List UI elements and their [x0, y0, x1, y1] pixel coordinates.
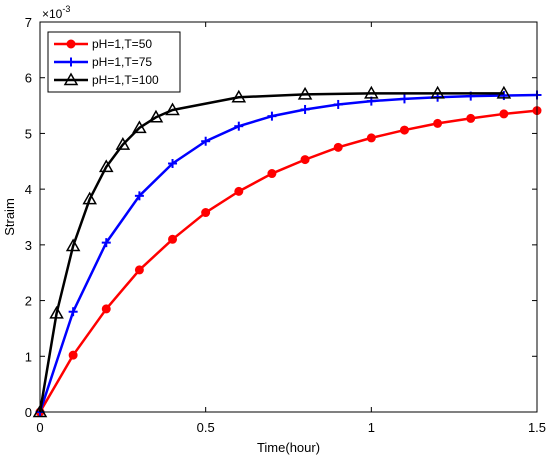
x-axis-label: Time(hour)	[257, 440, 320, 455]
y-tick-label: 2	[25, 294, 32, 309]
series-line	[38, 92, 504, 413]
data-point	[148, 109, 164, 123]
data-point	[201, 208, 211, 218]
series-line	[38, 109, 538, 413]
axes-frame	[39, 21, 538, 413]
y-multiplier-exponent: -3	[62, 4, 70, 14]
data-point	[168, 159, 178, 169]
plot-area	[32, 85, 542, 418]
y-tick-label: 6	[25, 71, 32, 86]
y-axis-label: Straim	[2, 198, 17, 236]
data-point	[101, 304, 111, 314]
legend-swatch-marker	[66, 57, 76, 67]
data-point	[165, 102, 180, 116]
x-tick-label: 1.5	[528, 420, 546, 435]
data-point	[300, 155, 310, 165]
series-line	[38, 93, 538, 413]
data-point	[134, 191, 144, 201]
data-point	[496, 85, 512, 99]
data-point	[68, 307, 78, 317]
y-tick-label: 0	[25, 405, 32, 420]
data-point	[134, 265, 144, 275]
data-point	[267, 169, 277, 179]
x-tick-label: 0	[36, 420, 43, 435]
data-point	[98, 159, 114, 173]
y-tick-label: 3	[25, 238, 32, 253]
series-3	[32, 85, 512, 418]
legend-entry-label: pH=1,T=75	[92, 55, 152, 69]
data-point	[82, 191, 97, 205]
y-axis-multiplier: ×10-3	[42, 4, 70, 21]
data-point	[49, 305, 64, 319]
data-point	[115, 137, 131, 150]
data-point	[364, 85, 379, 99]
data-point	[300, 104, 310, 114]
data-point	[132, 120, 147, 134]
data-point	[333, 142, 343, 152]
data-point	[399, 94, 409, 104]
data-point	[201, 136, 211, 146]
data-point	[499, 109, 509, 119]
series-2	[35, 90, 542, 417]
data-point	[234, 121, 244, 131]
legend-swatch-marker	[66, 39, 76, 49]
data-point	[168, 234, 178, 244]
legend-entry-label: pH=1,T=50	[92, 37, 152, 51]
y-tick-label: 7	[25, 15, 32, 30]
y-tick-label: 5	[25, 126, 32, 141]
y-multiplier-base: ×10	[42, 7, 63, 21]
x-tick-label: 0.5	[197, 420, 215, 435]
data-point	[430, 85, 445, 99]
data-point	[101, 238, 111, 248]
data-point	[466, 113, 476, 123]
y-tick-label: 4	[25, 182, 32, 197]
data-point	[433, 118, 443, 128]
data-point	[297, 86, 313, 100]
x-tick-label: 1	[368, 420, 375, 435]
data-point	[234, 186, 244, 196]
data-point	[65, 238, 81, 252]
series-1	[35, 106, 542, 417]
legend-swatch-marker	[63, 72, 79, 86]
data-point	[366, 133, 376, 143]
y-tick-label: 1	[25, 349, 32, 364]
data-point	[32, 404, 48, 418]
legend: pH=1,T=50 pH=1,T=75 pH=1,T=100	[47, 31, 181, 93]
data-point	[231, 89, 247, 103]
data-point	[333, 99, 343, 109]
axis-ticks: 0 0.5 1 1.5 0 1 2 3 4 5 6 7	[25, 15, 546, 435]
legend-entry-label: pH=1,T=100	[92, 73, 159, 87]
data-point	[68, 350, 78, 360]
data-point	[267, 111, 277, 121]
data-point	[399, 125, 409, 135]
